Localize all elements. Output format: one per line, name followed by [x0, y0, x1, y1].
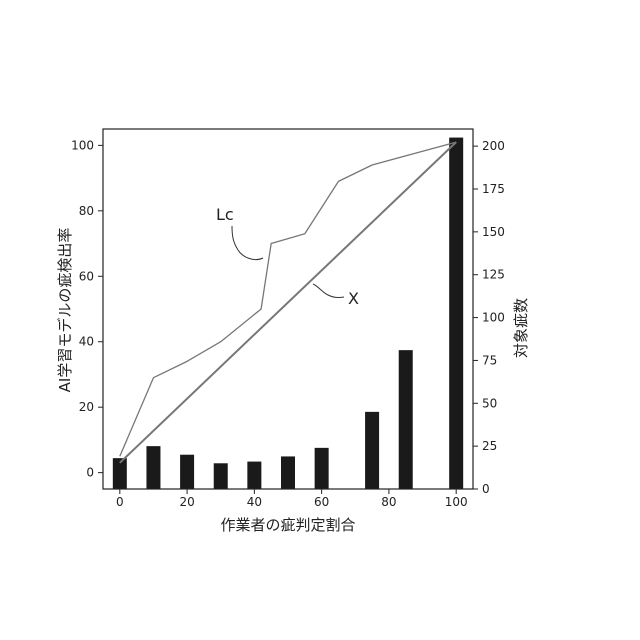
x-tick-label: 100	[445, 495, 468, 509]
bar	[281, 456, 295, 489]
y-tick-label: 0	[86, 466, 94, 480]
y2-tick-label: 100	[482, 311, 505, 325]
x-tick-label: 0	[116, 495, 124, 509]
x-axis-title: 作業者の疵判定割合	[220, 516, 355, 534]
bar	[180, 455, 194, 489]
y2-tick-label: 150	[482, 225, 505, 239]
bar	[449, 138, 463, 489]
lc-annotation: Lc	[216, 205, 234, 224]
y2-tick-label: 200	[482, 139, 505, 153]
x-tick-label: 80	[381, 495, 396, 509]
bar	[365, 412, 379, 489]
x-annotation: X	[348, 289, 359, 308]
bar	[315, 448, 329, 489]
y-tick-label: 100	[71, 138, 94, 152]
y-axis-title: AI学習モデルの疵検出率	[56, 228, 74, 393]
y2-tick-label: 75	[482, 353, 497, 367]
y2-axis-title: 対象疵数	[512, 298, 530, 358]
plot-frame	[103, 129, 473, 489]
y-tick-label: 60	[79, 269, 94, 283]
x-leader-line	[313, 284, 344, 298]
y-tick-label: 40	[79, 335, 94, 349]
x-tick-label: 40	[247, 495, 262, 509]
y2-tick-label: 50	[482, 396, 497, 410]
y2-tick-label: 25	[482, 439, 497, 453]
y2-tick-label: 175	[482, 182, 505, 196]
x-tick-label: 20	[179, 495, 194, 509]
ticks-group: 0 20 40 60 80 100 0 20 40 60 80 100 0 25 50 75 100 125 150…	[71, 138, 505, 509]
bar	[146, 446, 160, 489]
y2-tick-label: 125	[482, 268, 505, 282]
bar	[214, 463, 228, 489]
x-tick-label: 60	[314, 495, 329, 509]
bar	[399, 350, 413, 489]
lc-leader-line	[232, 226, 263, 260]
y2-tick-label: 0	[482, 482, 490, 496]
bar	[247, 462, 261, 489]
bars-group	[113, 138, 463, 489]
y-tick-label: 80	[79, 204, 94, 218]
y-tick-label: 20	[79, 400, 94, 414]
